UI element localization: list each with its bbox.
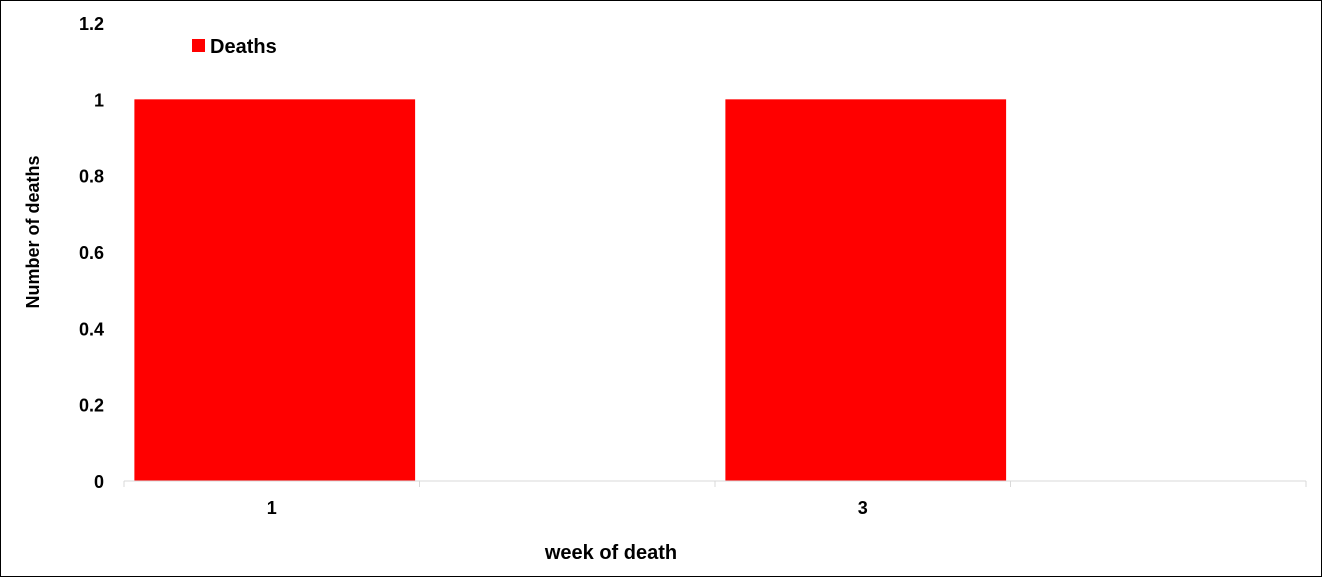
- bar: [725, 99, 1007, 481]
- y-axis-label: Number of deaths: [23, 155, 43, 308]
- y-tick-label: 0.8: [79, 167, 104, 187]
- bar: [134, 99, 416, 481]
- x-axis-label: week of death: [544, 542, 677, 564]
- y-tick-label: 0.4: [79, 319, 104, 339]
- y-tick-label: 0: [94, 472, 104, 492]
- x-tick-label: 1: [267, 498, 277, 518]
- legend: Deaths: [192, 36, 277, 58]
- y-tick-label: 0.2: [79, 396, 104, 416]
- y-tick-label: 1.2: [79, 14, 104, 34]
- y-axis-ticks: 0 0.2 0.4 0.6 0.8 1 1.2: [79, 14, 104, 492]
- legend-label: Deaths: [210, 36, 277, 58]
- legend-swatch: [192, 39, 205, 52]
- x-tick-label: 3: [858, 498, 868, 518]
- x-axis: [123, 480, 1307, 487]
- y-tick-label: 0.6: [79, 243, 104, 263]
- bars: [134, 99, 1007, 481]
- y-tick-label: 1: [94, 90, 104, 110]
